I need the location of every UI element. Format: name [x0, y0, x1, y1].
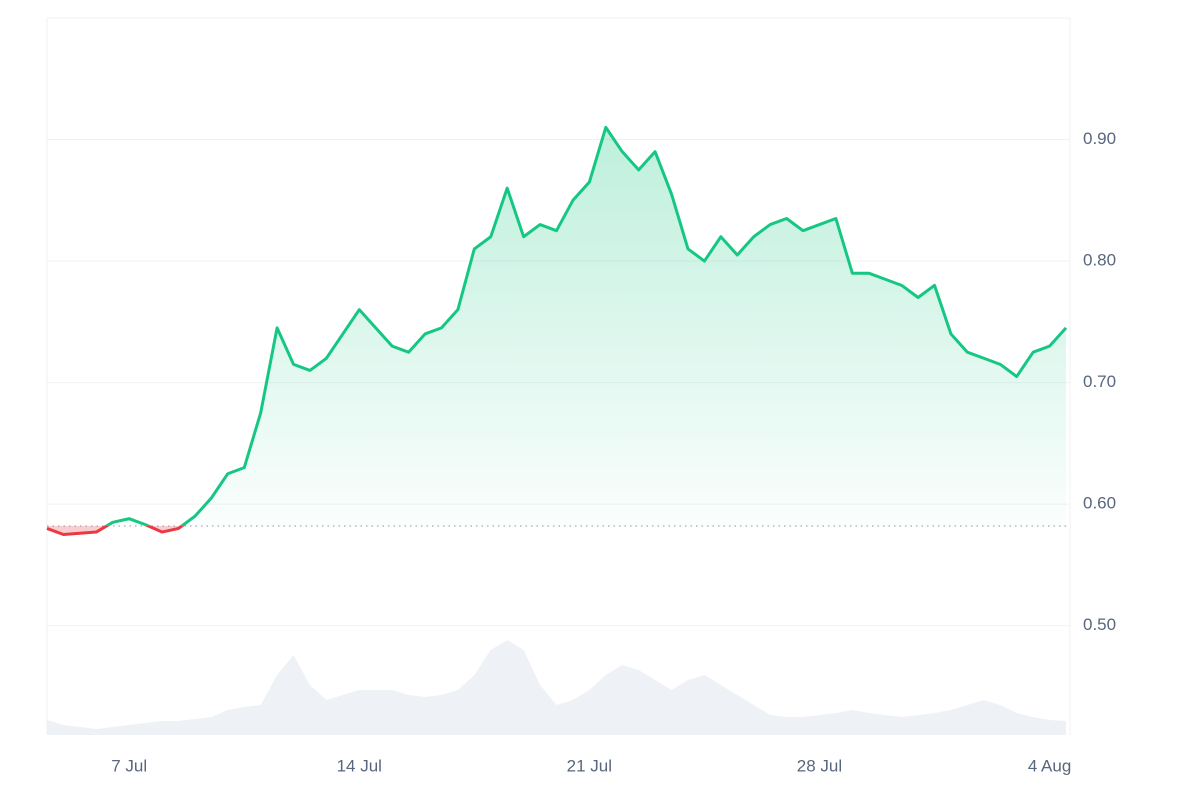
x-tick-label: 28 Jul [797, 756, 842, 775]
x-tick-label: 21 Jul [567, 756, 612, 775]
x-tick-label: 14 Jul [337, 756, 382, 775]
y-tick-label: 0.90 [1083, 129, 1116, 148]
y-tick-label: 0.60 [1083, 494, 1116, 513]
x-tick-label: 4 Aug [1028, 756, 1072, 775]
y-tick-label: 0.80 [1083, 251, 1116, 270]
x-tick-label: 7 Jul [111, 756, 147, 775]
y-tick-label: 0.70 [1083, 372, 1116, 391]
price-area [47, 127, 1066, 535]
volume-area [47, 640, 1066, 735]
price-line [46, 125, 1068, 536]
y-tick-label: 0.50 [1083, 615, 1116, 634]
